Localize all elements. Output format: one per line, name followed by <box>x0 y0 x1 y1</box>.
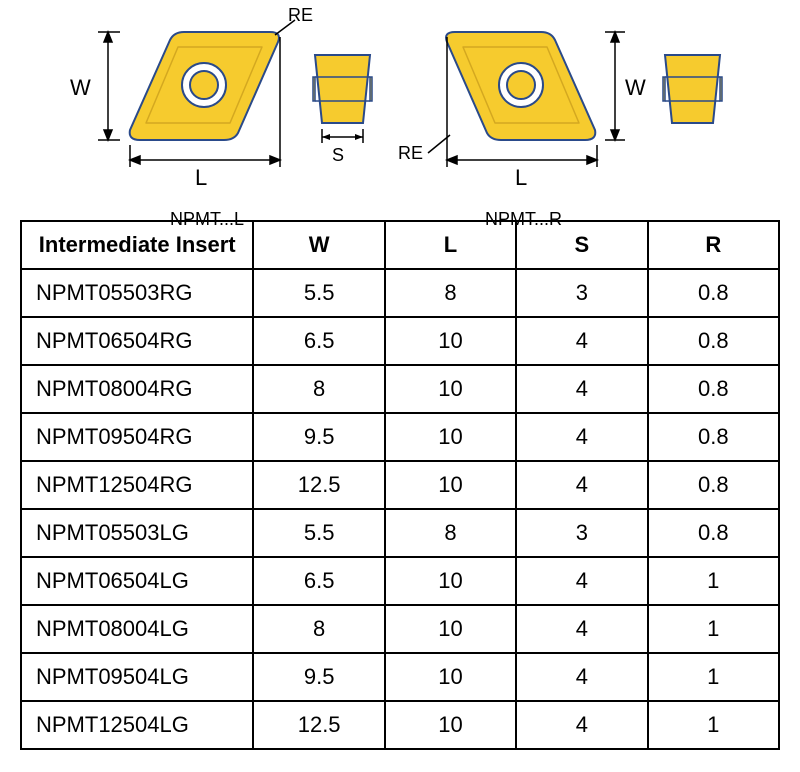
diagram-left-svg <box>60 15 380 195</box>
cell-name: NPMT06504RG <box>21 317 253 365</box>
cell-name: NPMT09504LG <box>21 653 253 701</box>
table-row: NPMT06504RG6.51040.8 <box>21 317 779 365</box>
cell-w: 8 <box>253 365 384 413</box>
w-label-left: W <box>70 75 91 101</box>
cell-l: 10 <box>385 653 516 701</box>
cell-s: 4 <box>516 605 647 653</box>
table-body: NPMT05503RG5.5830.8NPMT06504RG6.51040.8N… <box>21 269 779 749</box>
cell-name: NPMT08004LG <box>21 605 253 653</box>
cell-w: 5.5 <box>253 269 384 317</box>
cell-l: 10 <box>385 701 516 749</box>
cell-w: 12.5 <box>253 701 384 749</box>
cell-l: 10 <box>385 365 516 413</box>
l-label-right: L <box>515 165 527 191</box>
cell-s: 4 <box>516 701 647 749</box>
cell-r: 1 <box>648 557 779 605</box>
cell-w: 12.5 <box>253 461 384 509</box>
cell-w: 9.5 <box>253 653 384 701</box>
cell-s: 4 <box>516 317 647 365</box>
diagram-left-label: NPMT...L <box>170 209 244 230</box>
cell-name: NPMT05503RG <box>21 269 253 317</box>
table-row: NPMT05503LG5.5830.8 <box>21 509 779 557</box>
table-row: NPMT12504LG12.51041 <box>21 701 779 749</box>
diagram-right-svg <box>420 15 740 195</box>
cell-r: 0.8 <box>648 269 779 317</box>
table-row: NPMT08004RG81040.8 <box>21 365 779 413</box>
cell-name: NPMT08004RG <box>21 365 253 413</box>
diagram-right-label: NPMT...R <box>485 209 562 230</box>
cell-w: 9.5 <box>253 413 384 461</box>
re-label-right: RE <box>398 143 423 164</box>
cell-r: 0.8 <box>648 365 779 413</box>
header-r: R <box>648 221 779 269</box>
cell-l: 10 <box>385 461 516 509</box>
diagram-area: W L RE S NPMT...L <box>0 0 800 220</box>
table-row: NPMT05503RG5.5830.8 <box>21 269 779 317</box>
w-label-right: W <box>625 75 646 101</box>
spec-table: Intermediate Insert W L S R NPMT05503RG5… <box>20 220 780 750</box>
cell-s: 4 <box>516 557 647 605</box>
cell-l: 10 <box>385 317 516 365</box>
s-label-left: S <box>332 145 344 166</box>
cell-w: 6.5 <box>253 557 384 605</box>
cell-s: 3 <box>516 269 647 317</box>
cell-name: NPMT12504LG <box>21 701 253 749</box>
table-row: NPMT09504RG9.51040.8 <box>21 413 779 461</box>
cell-r: 0.8 <box>648 461 779 509</box>
cell-w: 5.5 <box>253 509 384 557</box>
cell-l: 10 <box>385 605 516 653</box>
spec-table-wrap: Intermediate Insert W L S R NPMT05503RG5… <box>20 220 780 750</box>
cell-name: NPMT05503LG <box>21 509 253 557</box>
cell-s: 4 <box>516 365 647 413</box>
header-w: W <box>253 221 384 269</box>
diagram-left-group: W L RE S NPMT...L <box>60 15 380 200</box>
cell-r: 0.8 <box>648 509 779 557</box>
cell-name: NPMT09504RG <box>21 413 253 461</box>
cell-r: 1 <box>648 653 779 701</box>
cell-s: 3 <box>516 509 647 557</box>
table-header-row: Intermediate Insert W L S R <box>21 221 779 269</box>
cell-s: 4 <box>516 461 647 509</box>
cell-l: 8 <box>385 269 516 317</box>
table-row: NPMT08004LG81041 <box>21 605 779 653</box>
cell-s: 4 <box>516 653 647 701</box>
cell-r: 0.8 <box>648 413 779 461</box>
diagram-right-group: W L RE NPMT...R <box>420 15 740 200</box>
re-label-left: RE <box>288 5 313 26</box>
table-row: NPMT12504RG12.51040.8 <box>21 461 779 509</box>
cell-w: 8 <box>253 605 384 653</box>
table-row: NPMT09504LG9.51041 <box>21 653 779 701</box>
cell-r: 1 <box>648 701 779 749</box>
cell-r: 0.8 <box>648 317 779 365</box>
table-row: NPMT06504LG6.51041 <box>21 557 779 605</box>
l-label-left: L <box>195 165 207 191</box>
cell-s: 4 <box>516 413 647 461</box>
cell-l: 8 <box>385 509 516 557</box>
cell-l: 10 <box>385 557 516 605</box>
cell-name: NPMT06504LG <box>21 557 253 605</box>
cell-w: 6.5 <box>253 317 384 365</box>
cell-r: 1 <box>648 605 779 653</box>
cell-name: NPMT12504RG <box>21 461 253 509</box>
cell-l: 10 <box>385 413 516 461</box>
